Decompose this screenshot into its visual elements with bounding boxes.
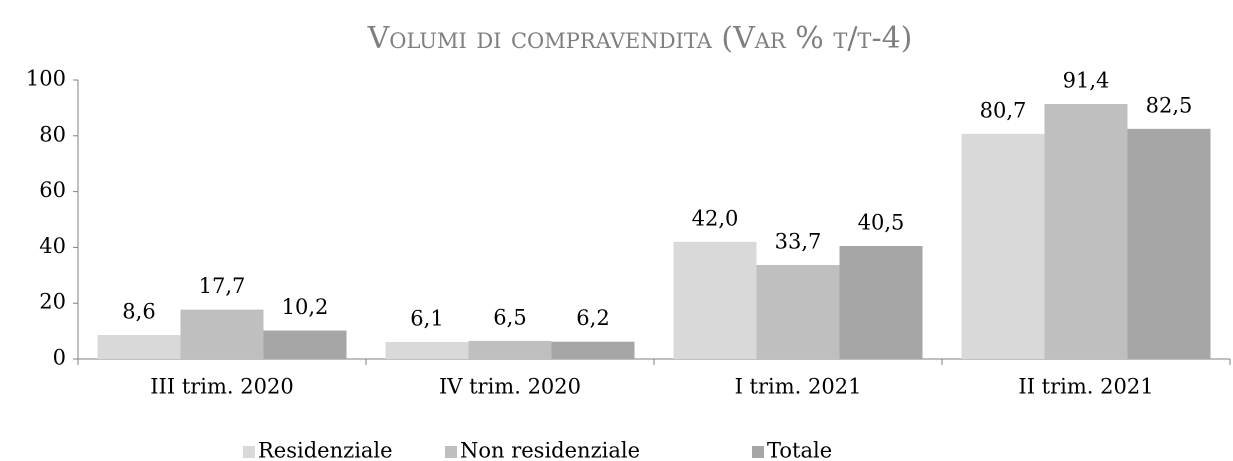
bar xyxy=(756,264,840,359)
value-label: 82,5 xyxy=(1146,93,1193,117)
value-label: 42,0 xyxy=(692,206,739,230)
value-label: 91,4 xyxy=(1063,68,1110,92)
value-label: 10,2 xyxy=(282,295,329,319)
y-tick-label: 80 xyxy=(39,122,66,146)
legend-label: Totale xyxy=(767,439,832,461)
x-tick-label: I trim. 2021 xyxy=(735,375,862,399)
value-label: 6,5 xyxy=(493,305,526,329)
bar xyxy=(551,341,635,359)
bar xyxy=(263,330,347,359)
y-tick-label: 100 xyxy=(26,67,66,91)
bar xyxy=(97,335,181,359)
bar xyxy=(468,340,552,359)
bar xyxy=(180,309,264,359)
chart-title: Volumi di compravendita (Var % t/t-4) xyxy=(367,21,913,56)
bar xyxy=(673,241,757,359)
legend-swatch xyxy=(243,446,255,458)
y-tick-label: 60 xyxy=(39,178,66,202)
legend-label: Residenziale xyxy=(258,439,393,461)
value-label: 80,7 xyxy=(980,98,1027,122)
legend-swatch xyxy=(752,446,764,458)
y-tick-label: 40 xyxy=(39,234,66,258)
x-tick-label: III trim. 2020 xyxy=(150,375,293,399)
bar xyxy=(1044,103,1128,359)
legend-label: Non residenziale xyxy=(460,439,640,461)
bar xyxy=(961,133,1045,359)
legend-swatch xyxy=(445,446,457,458)
value-label: 33,7 xyxy=(775,229,822,253)
value-label: 6,2 xyxy=(576,306,609,330)
value-label: 8,6 xyxy=(122,300,155,324)
bar xyxy=(385,341,469,359)
x-tick-label: IV trim. 2020 xyxy=(439,375,581,399)
value-label: 6,1 xyxy=(410,306,443,330)
y-tick-label: 0 xyxy=(53,346,66,370)
y-tick-label: 20 xyxy=(39,290,66,314)
bar xyxy=(839,246,923,359)
value-label: 17,7 xyxy=(199,274,246,298)
value-label: 40,5 xyxy=(858,211,905,235)
bar xyxy=(1127,128,1211,359)
x-tick-label: II trim. 2021 xyxy=(1018,375,1153,399)
